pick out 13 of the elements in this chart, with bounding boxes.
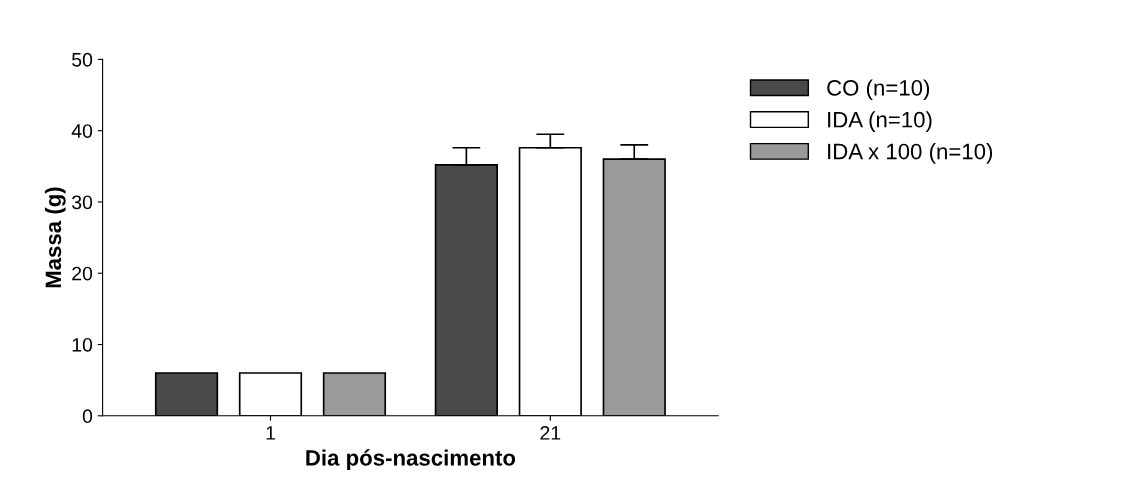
y-tick-label: 20: [72, 266, 93, 281]
y-tick-label: 10: [72, 337, 93, 352]
y-tick-label: 30: [71, 195, 93, 210]
legend-label: CO (n=10): [827, 79, 930, 101]
y-axis-title: Massa (g): [44, 187, 66, 288]
x-axis-title: Dia pós-nascimento: [306, 449, 516, 471]
legend-label: IDA (n=10): [828, 111, 932, 132]
x-tick-label: 1: [266, 426, 275, 440]
x-tick-label: 21: [540, 426, 561, 440]
y-tick-label: 0: [82, 409, 93, 424]
y-tick-label: 40: [71, 124, 93, 138]
y-tick-label: 50: [72, 52, 93, 67]
legend-label: IDA x 100 (n=10): [828, 143, 993, 164]
